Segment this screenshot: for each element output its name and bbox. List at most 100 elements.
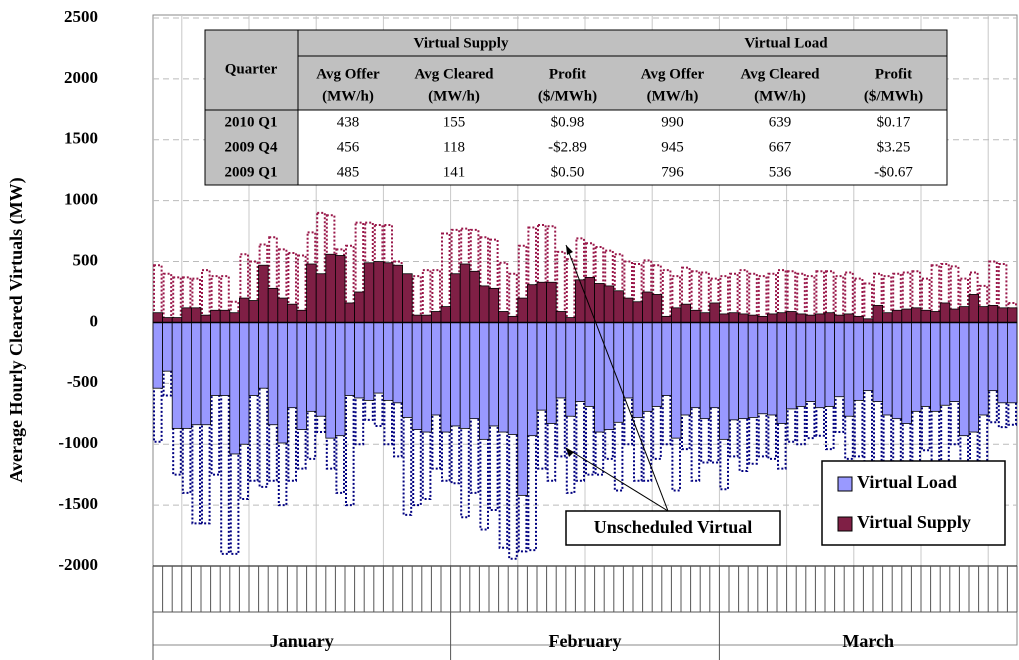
bar (939, 322, 951, 406)
unscheduled-bar (738, 269, 749, 324)
bar (344, 302, 356, 323)
bar (258, 264, 269, 323)
bar (527, 322, 538, 437)
unscheduled-bar (921, 277, 931, 324)
bar (238, 297, 250, 323)
bar (402, 322, 413, 418)
bar (1007, 307, 1018, 323)
table-cell: 438 (337, 114, 360, 130)
unscheduled-bar (517, 321, 528, 553)
bar (728, 312, 740, 323)
bar (354, 291, 365, 323)
bar (911, 307, 922, 323)
bar (795, 313, 807, 323)
table-column-header: Profit (549, 66, 586, 82)
bar (853, 322, 864, 401)
bar (536, 322, 548, 411)
bar (930, 322, 941, 412)
bar (286, 303, 298, 323)
bar (671, 307, 682, 323)
bar (815, 322, 826, 409)
bar (699, 322, 711, 420)
bar (834, 314, 845, 323)
bar (901, 322, 912, 424)
bar (200, 314, 212, 323)
bar (411, 314, 423, 323)
bar (959, 322, 970, 437)
bar (680, 322, 692, 416)
bar (267, 287, 279, 323)
bar (795, 322, 807, 407)
unscheduled-bar (959, 277, 970, 324)
bar (690, 309, 701, 323)
bar (555, 311, 567, 323)
table-header-bg (205, 30, 947, 110)
bar (776, 322, 788, 424)
bar (882, 322, 893, 416)
bar (430, 311, 442, 323)
table-cell: 141 (443, 164, 466, 180)
bar (210, 322, 221, 396)
unscheduled-bar (345, 321, 355, 507)
unscheduled-bar (191, 277, 201, 324)
table-column-header: Avg Cleared (414, 66, 494, 82)
unscheduled-bar (853, 277, 864, 324)
bar (882, 312, 893, 323)
legend-label: Virtual Supply (857, 512, 971, 532)
table-row-header: 2009 Q4 (225, 139, 278, 155)
bar (296, 309, 308, 323)
bar (959, 306, 970, 323)
table-column-header: (MW/h) (754, 88, 806, 104)
bar (728, 322, 740, 421)
bar (267, 322, 279, 426)
bar (450, 273, 461, 323)
unscheduled-bar (815, 270, 826, 324)
bar (623, 322, 634, 399)
unscheduled-bar (508, 321, 518, 560)
bar (219, 322, 231, 396)
bar (459, 322, 471, 429)
bar (392, 322, 404, 404)
table-column-header: (MW/h) (322, 88, 374, 104)
bar (334, 255, 346, 323)
bar (719, 313, 730, 323)
bar (671, 322, 682, 439)
unscheduled-bar (786, 270, 797, 324)
unscheduled-bar (911, 270, 922, 324)
y-tick-label: -1500 (58, 494, 98, 513)
bar (872, 322, 884, 403)
unscheduled-bar (556, 250, 566, 324)
bar (162, 322, 173, 372)
bar (920, 309, 932, 323)
table-cell: $0.50 (551, 164, 585, 180)
bar (440, 322, 452, 433)
bar (488, 322, 500, 427)
table-column-header: Avg Offer (316, 66, 380, 82)
table-frame (204, 29, 948, 186)
bar (450, 322, 461, 427)
table-column-header: ($/MWh) (864, 88, 923, 104)
bar (546, 281, 557, 323)
table-column-header: Profit (875, 66, 912, 82)
bar (978, 306, 989, 323)
bar (325, 253, 336, 323)
legend-label: Virtual Load (857, 472, 957, 492)
bar (440, 306, 452, 323)
unscheduled-bar (498, 321, 509, 549)
bar (930, 311, 941, 323)
bar (219, 309, 231, 323)
bar (968, 294, 980, 323)
bar (363, 322, 375, 401)
bar (824, 322, 836, 407)
bar (306, 322, 317, 412)
bar (478, 285, 490, 323)
bar (181, 307, 192, 323)
table-column-header: Avg Cleared (740, 66, 820, 82)
unscheduled-bar (489, 238, 499, 324)
table-column-header: Avg Offer (641, 66, 705, 82)
bar (891, 309, 903, 323)
unscheduled-bar (527, 321, 538, 552)
bar (229, 312, 240, 323)
bar (200, 322, 212, 426)
unscheduled-bar (201, 269, 211, 324)
